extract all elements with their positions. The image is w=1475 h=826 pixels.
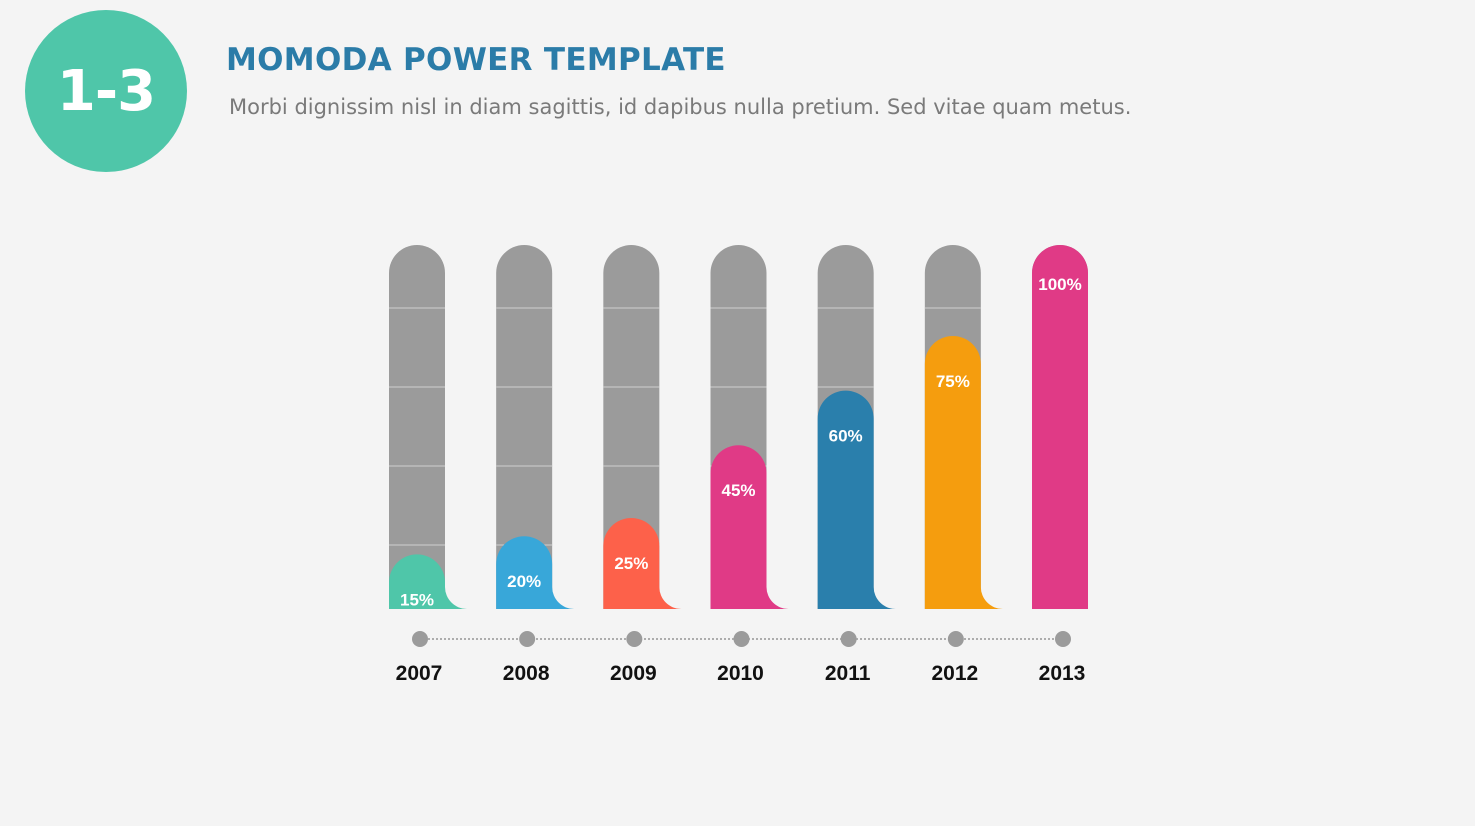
slide-title: MOMODA POWER TEMPLATE bbox=[226, 42, 726, 78]
bar-2008 bbox=[496, 536, 575, 609]
timeline-dot bbox=[1055, 631, 1071, 647]
bar-2013 bbox=[1032, 245, 1088, 609]
timeline-dot bbox=[412, 631, 428, 647]
year-labels: 2007 2008 2009 2010 2011 2012 2013 bbox=[396, 662, 1086, 685]
year-label-2011: 2011 bbox=[825, 662, 871, 685]
bar-track bbox=[603, 245, 660, 609]
bar-2009 bbox=[603, 518, 682, 609]
timeline-dot bbox=[733, 631, 750, 647]
value-label-2009: 25% bbox=[614, 554, 648, 573]
bar-2011 bbox=[817, 390, 896, 609]
bar-2012 bbox=[924, 336, 1003, 609]
timeline bbox=[412, 631, 1071, 647]
bar-2007 bbox=[389, 554, 467, 609]
value-label-2013: 100% bbox=[1038, 275, 1081, 294]
value-label-2007: 15% bbox=[400, 590, 434, 609]
year-label-2013: 2013 bbox=[1039, 662, 1086, 685]
timeline-dot bbox=[626, 631, 643, 647]
year-label-2009: 2009 bbox=[610, 662, 657, 685]
timeline-dot bbox=[519, 631, 536, 647]
value-label-2010: 45% bbox=[721, 481, 755, 500]
value-label-2011: 60% bbox=[829, 427, 863, 446]
value-labels: 15% 20% 25% 45% 60% 75% 100% bbox=[400, 275, 1082, 609]
year-label-2010: 2010 bbox=[717, 662, 764, 685]
year-label-2008: 2008 bbox=[503, 662, 550, 685]
value-label-2008: 20% bbox=[507, 572, 541, 591]
year-label-2012: 2012 bbox=[931, 662, 978, 685]
bar-fills bbox=[389, 245, 1088, 609]
section-number-badge: 1-3 bbox=[25, 10, 187, 172]
timeline-dot bbox=[947, 631, 964, 647]
timeline-dot bbox=[840, 631, 857, 647]
bar-track bbox=[389, 245, 445, 609]
year-label-2007: 2007 bbox=[396, 662, 443, 685]
bar-2010 bbox=[710, 445, 789, 609]
bar-track bbox=[496, 244, 553, 609]
value-label-2012: 75% bbox=[936, 372, 970, 391]
slide-subtitle: Morbi dignissim nisl in diam sagittis, i… bbox=[229, 95, 1132, 119]
